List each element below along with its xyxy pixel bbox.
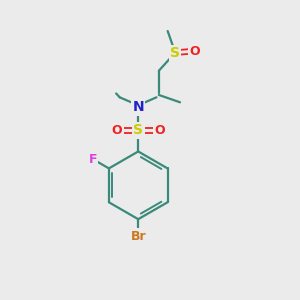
- Text: S: S: [170, 46, 180, 60]
- Text: S: S: [133, 123, 143, 137]
- Text: N: N: [132, 100, 144, 114]
- Text: Br: Br: [130, 230, 146, 243]
- Text: O: O: [190, 45, 200, 58]
- Text: O: O: [154, 124, 165, 137]
- Text: O: O: [112, 124, 122, 137]
- Text: F: F: [88, 153, 97, 166]
